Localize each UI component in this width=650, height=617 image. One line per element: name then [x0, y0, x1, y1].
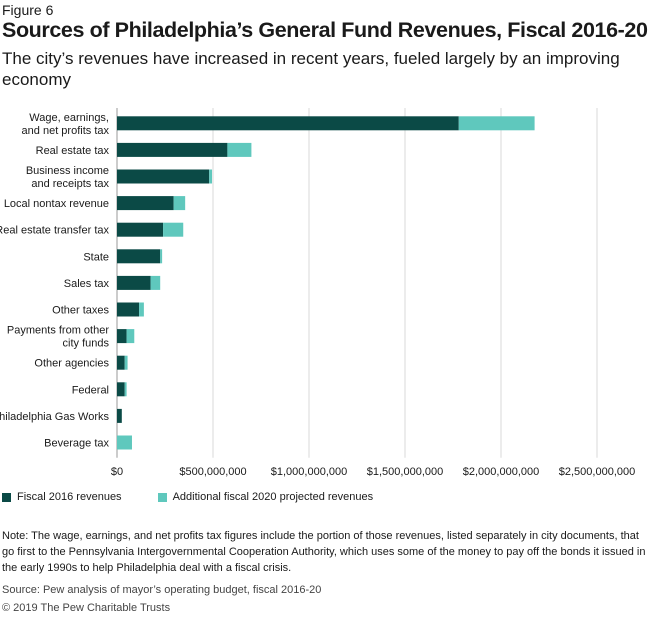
category-label-line: Local nontax revenue	[4, 198, 109, 210]
chart-source: Source: Pew analysis of mayor’s operatin…	[2, 584, 322, 596]
bar-additional-2020	[227, 142, 252, 157]
category-label: Philadelphia Gas Works	[0, 411, 109, 423]
category-label: State	[83, 251, 109, 263]
chart-legend: Fiscal 2016 revenues Additional fiscal 2…	[2, 491, 409, 503]
category-label: Sales tax	[64, 278, 110, 290]
chart-title: Sources of Philadelphia’s General Fund R…	[2, 18, 648, 42]
category-label-line: Philadelphia Gas Works	[0, 411, 109, 423]
category-label: Real estate tax	[36, 145, 110, 157]
x-tick-label: $1,000,000,000	[271, 466, 347, 478]
copyright: © 2019 The Pew Charitable Trusts	[2, 602, 171, 614]
bar-fiscal-2016	[117, 382, 125, 397]
bar-additional-2020	[163, 222, 184, 237]
figure-label: Figure 6	[2, 2, 54, 18]
category-label: Other taxes	[52, 305, 109, 317]
chart-subtitle: The city’s revenues have increased in re…	[2, 49, 620, 89]
bar-fiscal-2016	[117, 355, 125, 370]
bar-fiscal-2016	[117, 329, 127, 344]
x-tick-label: $0	[111, 466, 123, 478]
x-tick-label: $500,000,000	[179, 466, 246, 478]
x-tick-label: $2,000,000,000	[463, 466, 539, 478]
bar-fiscal-2016	[117, 249, 161, 264]
category-label: Business income and receipts tax	[26, 165, 110, 190]
category-label-line: and receipts tax	[31, 178, 109, 190]
bar-fiscal-2016	[117, 169, 210, 184]
bar-additional-2020	[160, 249, 163, 264]
category-label: Federal	[72, 384, 109, 396]
category-label-line: Payments from other	[7, 325, 109, 337]
category-label: Payments from other city funds	[7, 325, 110, 350]
category-label-line: Other agencies	[34, 358, 109, 370]
x-tick-label: $2,500,000,000	[559, 466, 635, 478]
category-label-line: city funds	[63, 338, 110, 350]
bar-additional-2020	[139, 302, 144, 317]
category-label-line: Other taxes	[52, 305, 109, 317]
category-label: Beverage tax	[44, 438, 109, 450]
category-label-line: and net profits tax	[22, 125, 110, 137]
bar-fiscal-2016	[117, 408, 122, 423]
category-label: Local nontax revenue	[4, 198, 109, 210]
bar-fiscal-2016	[117, 196, 174, 211]
legend-swatch-fiscal-2016	[2, 492, 11, 502]
category-label-line: Business income	[26, 165, 109, 177]
chart-note: Note: The wage, earnings, and net profit…	[2, 530, 646, 574]
bar-additional-2020	[117, 435, 132, 450]
category-label-line: Real estate tax	[36, 145, 110, 157]
category-label: Other agencies	[34, 358, 109, 370]
bar-chart: $0 $500,000,000 $1,000,000,000 $1,500,000,0…	[0, 108, 635, 478]
x-tick-label: $1,500,000,000	[367, 466, 443, 478]
category-label-line: Federal	[72, 384, 109, 396]
bar-fiscal-2016	[117, 142, 228, 157]
category-label-line: Real estate transfer tax	[0, 225, 109, 237]
bar-fiscal-2016	[117, 275, 151, 290]
bar-additional-2020	[458, 116, 535, 131]
category-label-line: Beverage tax	[44, 438, 109, 450]
bar-additional-2020	[124, 382, 127, 397]
category-label-line: Wage, earnings,	[29, 112, 109, 124]
bar-fiscal-2016	[117, 302, 140, 317]
bar-fiscal-2016	[117, 116, 459, 131]
category-label: Wage, earnings, and net profits tax	[22, 112, 110, 137]
legend-item-additional-2020: Additional fiscal 2020 projected revenue…	[157, 491, 374, 503]
bar-additional-2020	[150, 275, 161, 290]
legend-swatch-additional-2020	[157, 492, 167, 502]
legend-label-fiscal-2016: Fiscal 2016 revenues	[17, 491, 122, 503]
bar-additional-2020	[173, 196, 186, 211]
category-label: Real estate transfer tax	[0, 225, 109, 237]
legend-label-additional-2020: Additional fiscal 2020 projected revenue…	[172, 491, 374, 503]
category-label-line: State	[83, 251, 109, 263]
bar-additional-2020	[126, 329, 135, 344]
bar-additional-2020	[209, 169, 213, 184]
legend-item-fiscal-2016: Fiscal 2016 revenues	[2, 491, 122, 503]
category-label-line: Sales tax	[64, 278, 110, 290]
bar-additional-2020	[124, 355, 128, 370]
bar-fiscal-2016	[117, 222, 164, 237]
